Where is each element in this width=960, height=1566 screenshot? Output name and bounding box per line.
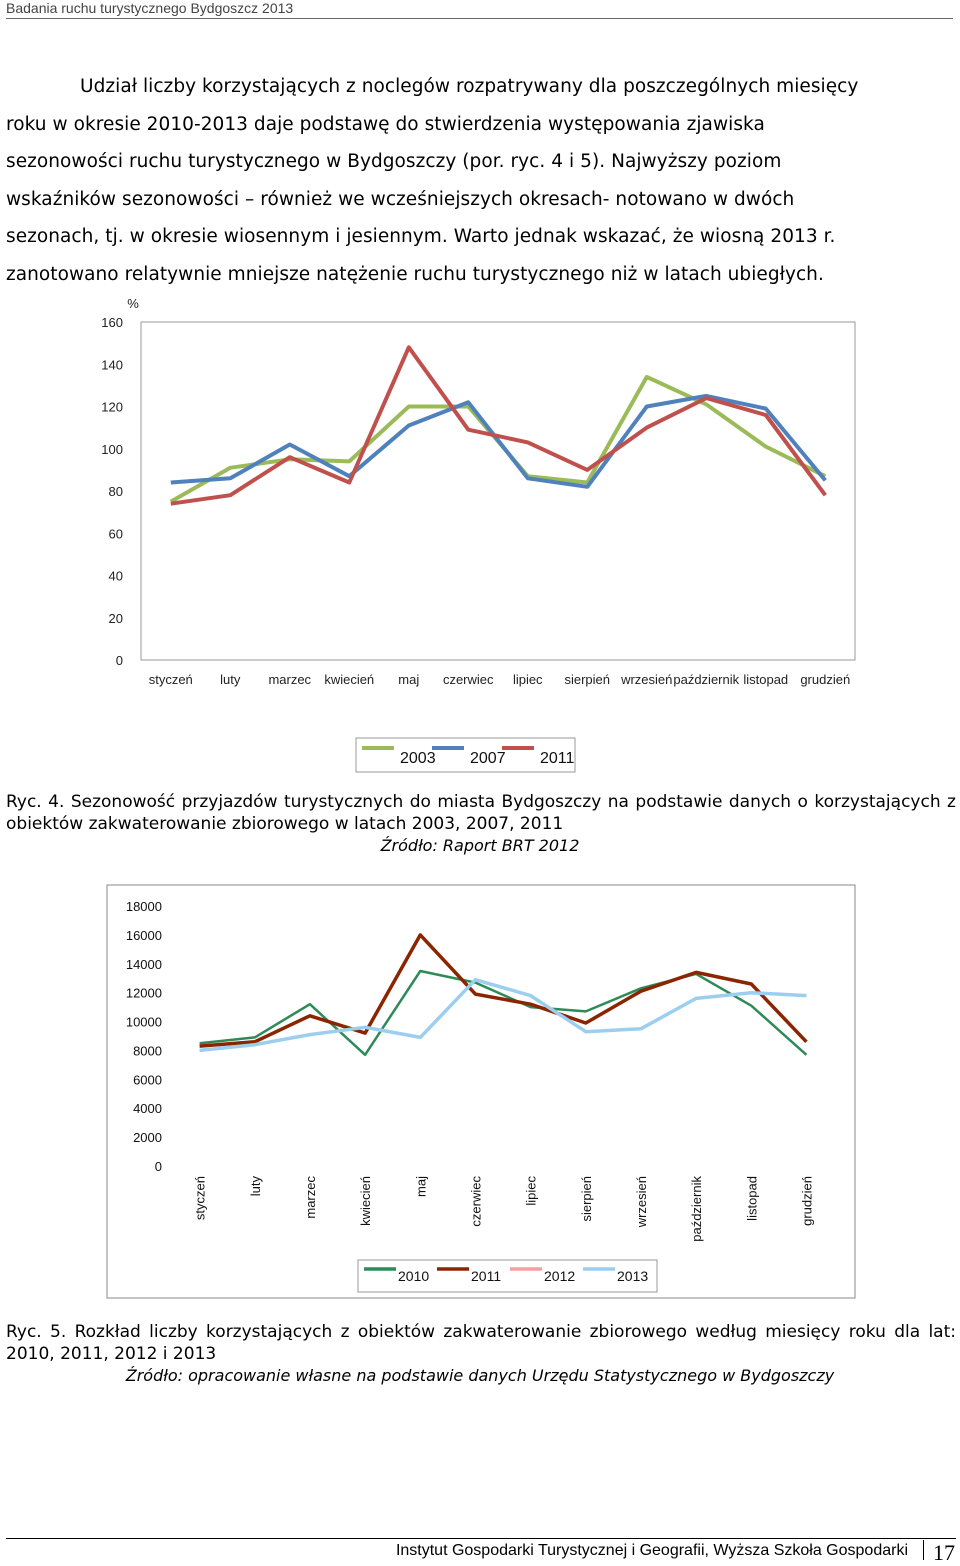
x-tick-label: luty	[220, 672, 241, 687]
y-tick-label: 0	[116, 653, 123, 668]
intro-line: sezonach, tj. w okresie wiosennym i jesi…	[6, 226, 836, 248]
legend-label-2010: 2010	[398, 1268, 429, 1284]
y-tick-label: 6000	[133, 1072, 162, 1087]
x-tick-label: wrzesień	[620, 672, 672, 687]
legend-label-2011: 2011	[540, 750, 575, 767]
x-tick-label: styczeń	[193, 1176, 208, 1220]
y-tick-label: 4000	[133, 1101, 162, 1116]
chart-border	[106, 884, 856, 1299]
figure5-source: Źródło: opracowanie własne na podstawie …	[125, 1366, 835, 1385]
x-tick-label: listopad	[743, 672, 788, 687]
y-tick-label: 2000	[133, 1130, 162, 1145]
y-tick-label: 80	[109, 484, 123, 499]
x-tick-label: marzec	[268, 672, 311, 687]
intro-line: roku w okresie 2010-2013 daje podstawę d…	[6, 113, 765, 135]
figure4-caption: Ryc. 4. Sezonowość przyjazdów turystyczn…	[6, 792, 956, 834]
x-tick-label: lipiec	[524, 1176, 539, 1206]
footer-separator	[923, 1540, 924, 1560]
series-line-2007	[170, 393, 827, 489]
figure4-source: Źródło: Raport BRT 2012	[380, 836, 580, 855]
footer-divider	[6, 1538, 956, 1539]
footer-institution: Instytut Gospodarki Turystycznej i Geogr…	[395, 1542, 908, 1559]
x-tick-label: grudzień	[800, 672, 850, 687]
series-line-2013	[199, 977, 807, 1053]
page-number: 17	[933, 1540, 955, 1565]
y-tick-label: 18000	[126, 899, 162, 914]
x-tick-label: maj	[398, 672, 419, 687]
x-tick-label: lipiec	[513, 672, 543, 687]
plot-area	[140, 321, 856, 661]
legend-label-2011: 2011	[471, 1268, 501, 1284]
x-tick-label: luty	[248, 1176, 263, 1197]
x-tick-label: kwiecień	[358, 1176, 373, 1226]
intro-paragraph: Udział liczby korzystających z noclegów …	[6, 68, 954, 294]
y-tick-label: 12000	[126, 986, 162, 1001]
x-tick-label: maj	[413, 1176, 428, 1197]
y-tick-label: 16000	[126, 928, 162, 943]
x-tick-label: marzec	[303, 1176, 318, 1219]
intro-line: Udział liczby korzystających z noclegów …	[80, 76, 859, 97]
x-tick-label: grudzień	[799, 1176, 814, 1226]
y-axis-label: %	[127, 296, 139, 311]
y-tick-label: 0	[155, 1159, 162, 1174]
y-tick-label: 140	[101, 357, 123, 372]
x-tick-label: październik	[689, 1176, 704, 1242]
x-tick-label: sierpień	[564, 672, 610, 687]
intro-line: wskaźników sezonowości – również we wcze…	[6, 188, 795, 210]
intro-line: zanotowano relatywnie mniejsze natężenie…	[6, 263, 824, 285]
y-tick-label: 10000	[126, 1015, 162, 1030]
x-tick-label: czerwiec	[468, 1176, 483, 1227]
legend-label-2007: 2007	[470, 750, 506, 767]
x-tick-label: czerwiec	[443, 672, 494, 687]
legend-label-2012: 2012	[544, 1268, 575, 1284]
series-line-2011	[199, 933, 808, 1048]
x-tick-label: wrzesień	[634, 1176, 649, 1228]
intro-line: sezonowości ruchu turystycznego w Bydgos…	[6, 151, 782, 173]
y-tick-label: 40	[109, 569, 123, 584]
y-tick-label: 14000	[126, 957, 162, 972]
y-tick-label: 20	[109, 611, 123, 626]
series-line-2010	[199, 969, 808, 1057]
running-header: Badania ruchu turystycznego Bydgoszcz 20…	[6, 0, 953, 19]
monthly-guests-chart-2010-2013: 0 2000 4000 6000 8000 10000 12000 14000 16000 180…	[106, 884, 856, 1299]
legend-box	[355, 737, 576, 773]
x-tick-label: kwiecień	[324, 672, 374, 687]
x-tick-label: listopad	[744, 1176, 759, 1221]
legend-box	[357, 1259, 658, 1293]
y-tick-label: 120	[101, 400, 123, 415]
y-tick-label: 8000	[133, 1043, 162, 1058]
seasonality-chart-2003-2007-2011: 0 20 40 60 80 100 120 140 160% styczeń luty marzec k…	[101, 296, 856, 773]
y-tick-label: 100	[101, 442, 123, 457]
y-tick-label: 60	[109, 526, 123, 541]
x-tick-label: sierpień	[579, 1176, 594, 1222]
x-tick-label: październik	[673, 672, 739, 687]
y-tick-label: 160	[101, 315, 123, 330]
legend-label-2003: 2003	[400, 750, 436, 767]
legend-label-2013: 2013	[617, 1268, 648, 1284]
figure5-caption: Ryc. 5. Rozkład liczby korzystających z …	[6, 1322, 956, 1364]
series-line-2011	[170, 345, 827, 506]
x-tick-label: styczeń	[149, 672, 193, 687]
